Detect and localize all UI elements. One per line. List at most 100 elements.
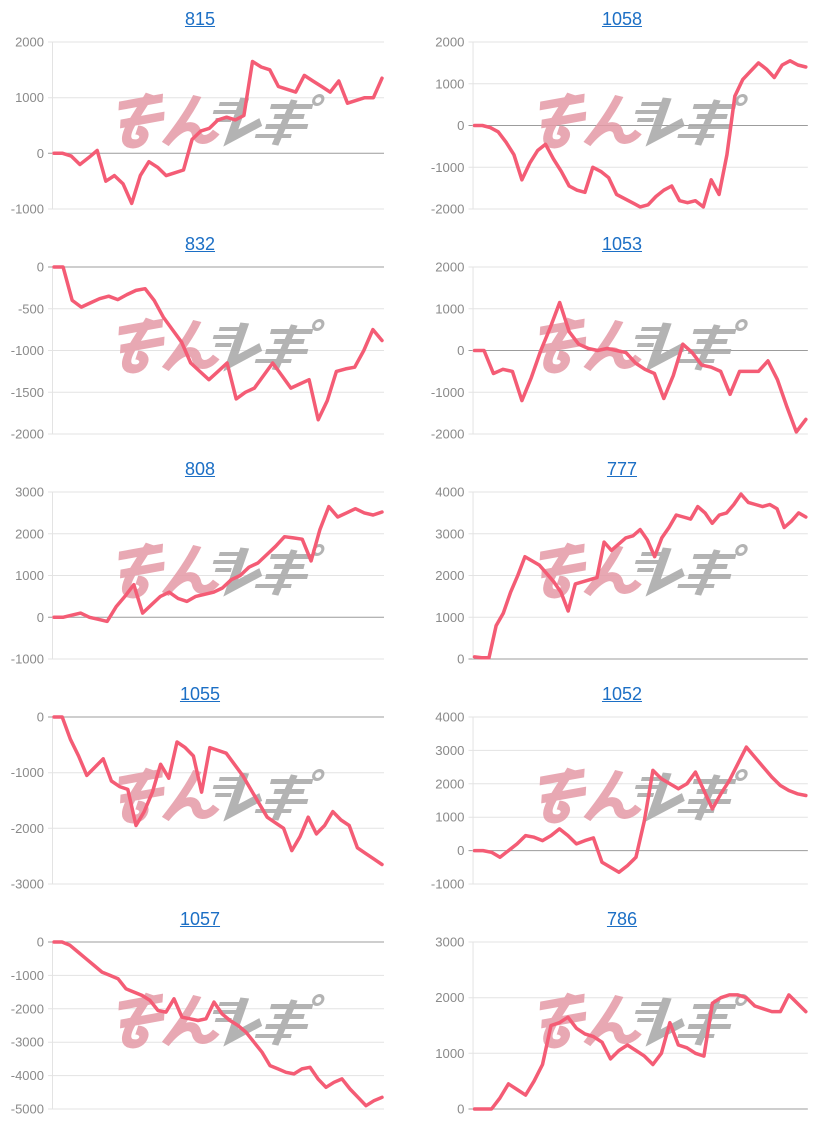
watermark-pink-text xyxy=(539,542,642,599)
watermark-pink-text xyxy=(118,992,220,1049)
series-line xyxy=(472,745,808,875)
y-tick-label: 4000 xyxy=(435,485,464,500)
chart-card: 777 4000 3000 2000 1000 0 xyxy=(420,450,824,675)
chart-title-row: 808 xyxy=(0,458,400,482)
chart-title-row: 1053 xyxy=(420,233,824,257)
series-line xyxy=(52,715,384,867)
watermark-pink-text xyxy=(118,317,220,374)
y-tick-label: 1000 xyxy=(435,1046,464,1061)
y-tick-label: 3000 xyxy=(435,526,464,541)
chart-title-link[interactable]: 1052 xyxy=(601,684,643,704)
chart-title-link[interactable]: 1058 xyxy=(601,9,643,29)
chart-plot: 2000 1000 0 -1000 -2000 xyxy=(431,260,808,442)
y-tick-label: -2000 xyxy=(431,427,465,442)
chart-title-row: 1052 xyxy=(420,683,824,707)
watermark-gray-text xyxy=(212,994,325,1047)
chart-plot: 3000 2000 1000 0 -1000 xyxy=(11,485,384,667)
y-tick-label: -1000 xyxy=(431,877,465,892)
y-tick-label: 2000 xyxy=(435,776,464,791)
watermark xyxy=(118,542,325,599)
chart-card: 815 2000 1000 0 -1000 xyxy=(0,0,400,225)
series-line xyxy=(472,993,808,1111)
watermark-pink-text xyxy=(539,767,642,824)
chart-plot: 3000 2000 1000 0 xyxy=(435,935,808,1117)
y-tick-label: 2000 xyxy=(435,35,464,50)
chart-card: 1055 0 -1000 -2000 -3000 xyxy=(0,675,400,900)
series-line xyxy=(472,59,808,209)
watermark-gray-text xyxy=(634,94,748,147)
y-tick-label: 1000 xyxy=(435,76,464,91)
y-tick-label: 0 xyxy=(457,652,464,667)
series-line xyxy=(52,940,384,1108)
chart-title-link[interactable]: 808 xyxy=(184,459,216,479)
watermark-gray-text xyxy=(634,994,748,1047)
y-tick-label: -3000 xyxy=(11,877,44,892)
y-tick-label: 4000 xyxy=(435,710,464,725)
chart-title-link[interactable]: 1053 xyxy=(601,234,643,254)
y-tick-label: 0 xyxy=(37,146,44,161)
y-tick-label: 0 xyxy=(37,935,44,950)
chart-plot: 0 -1000 -2000 -3000 -4000 -5000 xyxy=(11,935,384,1117)
y-tick-label: -500 xyxy=(18,301,44,316)
chart-title-row: 1055 xyxy=(0,683,400,707)
y-tick-label: 0 xyxy=(457,118,464,133)
y-tick-label: 3000 xyxy=(15,485,44,500)
y-tick-label: 0 xyxy=(457,343,464,358)
watermark xyxy=(539,92,748,149)
y-tick-label: 0 xyxy=(457,843,464,858)
y-tick-label: 1000 xyxy=(435,610,464,625)
y-tick-label: -1500 xyxy=(11,385,44,400)
watermark-gray-text xyxy=(212,544,325,597)
watermark-gray-text xyxy=(212,319,325,372)
y-tick-label: -1000 xyxy=(11,202,44,217)
chart-title-link[interactable]: 777 xyxy=(606,459,638,479)
chart-plot: 2000 1000 0 -1000 -2000 xyxy=(431,35,808,216)
watermark xyxy=(118,92,325,149)
watermark-gray-text xyxy=(634,544,748,597)
y-tick-label: 0 xyxy=(37,260,44,275)
series-line xyxy=(472,492,808,660)
series-line xyxy=(52,59,384,206)
chart-title-link[interactable]: 815 xyxy=(184,9,216,29)
chart-card: 1053 2000 1000 0 -1000 -2000 xyxy=(420,225,824,450)
watermark-pink-text xyxy=(539,317,642,374)
y-tick-label: 0 xyxy=(457,1102,464,1117)
chart-card: 1058 2000 1000 0 -1000 -2000 xyxy=(420,0,824,225)
y-tick-label: -1000 xyxy=(11,968,44,983)
chart-title-row: 815 xyxy=(0,8,400,32)
chart-title-link[interactable]: 1055 xyxy=(179,684,221,704)
watermark xyxy=(539,767,748,824)
chart-plot: 4000 3000 2000 1000 0 xyxy=(435,485,808,667)
chart-title-link[interactable]: 786 xyxy=(606,909,638,929)
y-tick-label: -5000 xyxy=(11,1102,44,1117)
chart-title-link[interactable]: 1057 xyxy=(179,909,221,929)
series-line xyxy=(52,504,384,624)
chart-card: 1057 0 -1000 -2000 -3000 -4000 -5000 xyxy=(0,900,400,1125)
chart-plot: 0 -1000 -2000 -3000 xyxy=(11,710,384,892)
y-tick-label: -1000 xyxy=(11,652,44,667)
watermark-pink-text xyxy=(118,92,220,149)
y-tick-label: 1000 xyxy=(15,90,44,105)
y-tick-label: 1000 xyxy=(435,301,464,316)
chart-title-link[interactable]: 832 xyxy=(184,234,216,254)
y-tick-label: 3000 xyxy=(435,743,464,758)
chart-card: 808 3000 2000 1000 0 -1000 xyxy=(0,450,400,675)
chart-plot: 2000 1000 0 -1000 xyxy=(11,35,384,217)
y-tick-label: 0 xyxy=(37,610,44,625)
chart-title-row: 786 xyxy=(420,908,824,932)
watermark xyxy=(118,317,325,374)
watermark xyxy=(539,317,748,374)
series-line xyxy=(52,265,384,422)
y-tick-label: -4000 xyxy=(11,1068,44,1083)
y-tick-label: -2000 xyxy=(11,427,44,442)
y-tick-label: 3000 xyxy=(435,935,464,950)
chart-card: 1052 4000 3000 2000 1000 0 -1000 xyxy=(420,675,824,900)
y-tick-label: -1000 xyxy=(431,385,465,400)
chart-title-row: 832 xyxy=(0,233,400,257)
chart-title-row: 777 xyxy=(420,458,824,482)
series-line xyxy=(472,300,808,434)
chart-card: 786 3000 2000 1000 0 xyxy=(420,900,824,1125)
y-tick-label: 0 xyxy=(37,710,44,725)
watermark xyxy=(118,767,325,824)
